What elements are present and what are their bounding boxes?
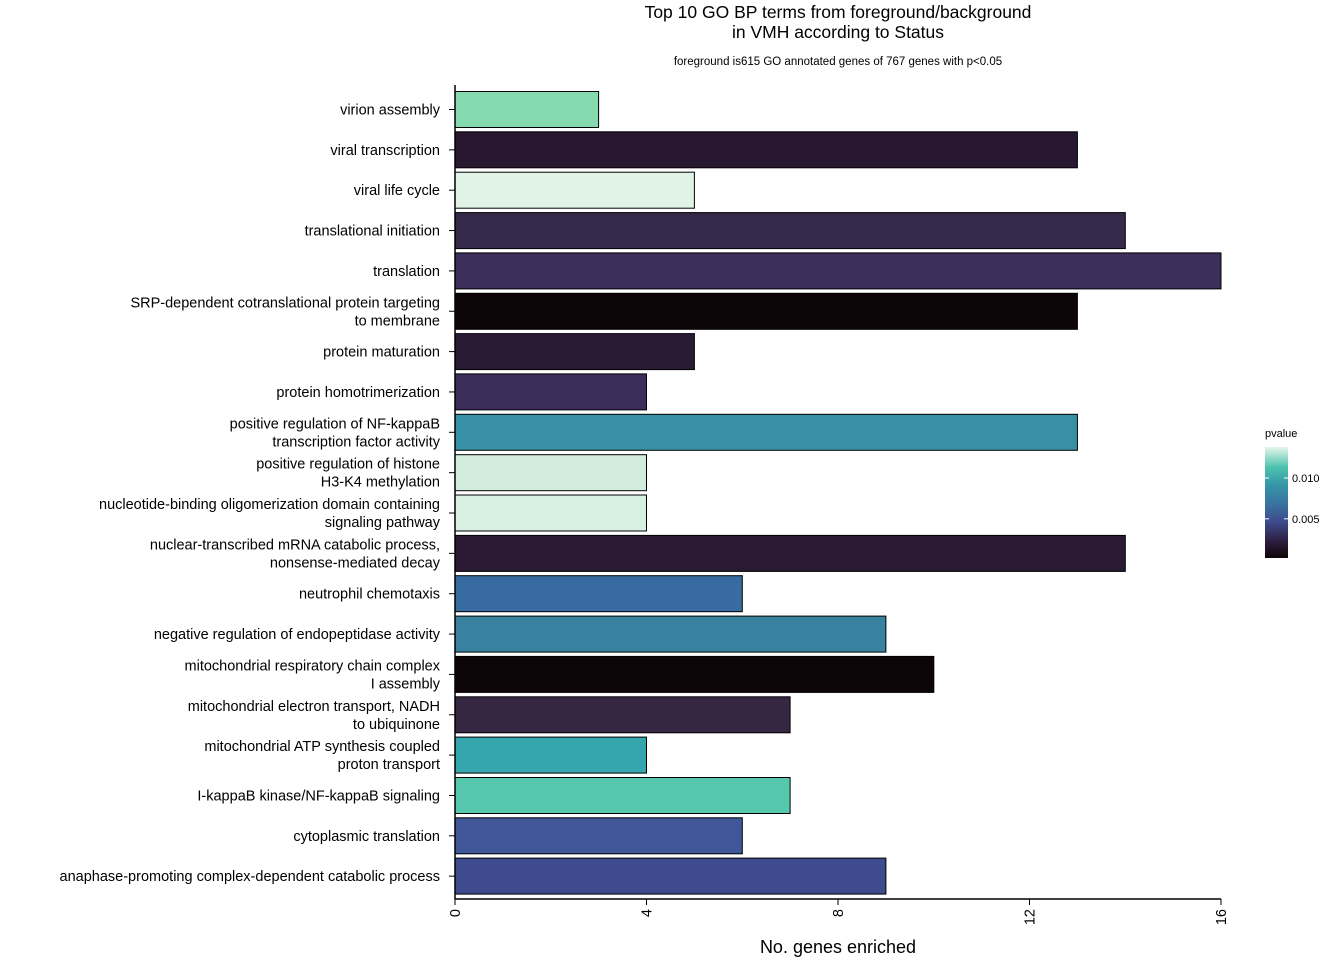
- chart-title-line-1: Top 10 GO BP terms from foreground/backg…: [644, 2, 1032, 22]
- x-tick-label: 8: [831, 909, 847, 917]
- y-tick-label: translational initiation: [305, 224, 440, 240]
- y-tick-label: viral life cycle: [354, 183, 440, 199]
- bar[interactable]: [454, 615, 887, 653]
- y-tick-label: mitochondrial electron transport, NADH to…: [188, 699, 440, 733]
- y-tick-label-line: mitochondrial respiratory chain complex: [185, 658, 441, 674]
- y-tick-label-line: transcription factor activity: [272, 434, 440, 450]
- chart-subtitle: foreground is615 GO annotated genes of 7…: [673, 56, 1003, 68]
- x-tick-label: 16: [1214, 909, 1230, 925]
- y-tick-label: mitochondrial respiratory chain complex I…: [185, 658, 441, 692]
- x-axis-title: No. genes enriched: [760, 937, 916, 957]
- x-tick-label: 4: [640, 909, 656, 917]
- y-tick-label: protein homotrimerization: [276, 385, 440, 401]
- bar[interactable]: [454, 171, 695, 209]
- bar[interactable]: [454, 857, 887, 895]
- y-tick-label-line: proton transport: [338, 757, 440, 773]
- y-tick-label: viral transcription: [330, 143, 440, 159]
- legend-tick-label: 0.010: [1292, 473, 1320, 485]
- bar[interactable]: [454, 777, 791, 814]
- y-tick-label-line: positive regulation of NF-kappaB: [230, 416, 440, 432]
- legend-tick-label: 0.005: [1292, 514, 1320, 526]
- bar[interactable]: [454, 252, 1222, 290]
- y-tick-label: mitochondrial ATP synthesis coupled proto…: [204, 739, 440, 773]
- y-tick-label: negative regulation of endopeptidase act…: [154, 627, 441, 643]
- y-tick-label-line: to ubiquinone: [353, 717, 440, 733]
- bar[interactable]: [454, 292, 1078, 330]
- legend-colorbar: [1265, 447, 1288, 558]
- y-tick-label-line: nucleotide-binding oligomerization domai…: [99, 497, 440, 513]
- x-tick-label: 0: [448, 909, 464, 917]
- legend-title: pvalue: [1265, 428, 1297, 440]
- y-tick-label: I-kappaB kinase/NF-kappaB signaling: [197, 788, 440, 804]
- bar[interactable]: [454, 736, 647, 774]
- y-tick-label-line: mitochondrial electron transport, NADH: [188, 699, 440, 715]
- y-tick-label-line: mitochondrial ATP synthesis coupled: [204, 739, 440, 755]
- y-tick-label-line: nonsense-mediated decay: [270, 555, 441, 571]
- bar[interactable]: [454, 373, 647, 411]
- bar[interactable]: [454, 413, 1078, 451]
- bar[interactable]: [454, 454, 647, 492]
- x-tick-label: 12: [1023, 909, 1039, 925]
- y-tick-label: positive regulation of histone H3-K4 meth…: [256, 457, 440, 491]
- y-tick-label: SRP-dependent cotranslational protein ta…: [130, 295, 440, 329]
- y-tick-label: anaphase-promoting complex-dependent cat…: [60, 869, 440, 885]
- y-tick-label-line: signaling pathway: [325, 515, 441, 531]
- y-tick-label-line: I assembly: [371, 676, 441, 692]
- bar[interactable]: [454, 696, 791, 734]
- y-tick-label: cytoplasmic translation: [293, 829, 440, 845]
- y-tick-label: protein maturation: [323, 345, 440, 361]
- y-tick-label: positive regulation of NF-kappaB transcri…: [230, 416, 441, 450]
- bar[interactable]: [454, 212, 1126, 250]
- y-tick-label: neutrophil chemotaxis: [299, 587, 440, 603]
- bar[interactable]: [454, 494, 647, 532]
- y-tick-label: nucleotide-binding oligomerization domai…: [99, 497, 441, 531]
- y-tick-label-line: to membrane: [355, 313, 440, 329]
- bar[interactable]: [454, 655, 935, 693]
- bar[interactable]: [454, 333, 695, 371]
- y-tick-label: translation: [373, 264, 440, 280]
- y-tick-label-line: SRP-dependent cotranslational protein ta…: [130, 295, 440, 311]
- bar[interactable]: [454, 534, 1126, 572]
- y-tick-label: nuclear-transcribed mRNA catabolic proce…: [150, 537, 441, 571]
- y-tick-label: virion assembly: [340, 103, 441, 119]
- bar[interactable]: [454, 575, 743, 613]
- y-tick-label-line: nuclear-transcribed mRNA catabolic proce…: [150, 537, 440, 553]
- bar[interactable]: [454, 131, 1078, 169]
- bar[interactable]: [454, 817, 743, 855]
- chart-title-line-2: in VMH according to Status: [731, 22, 945, 42]
- y-tick-label-line: H3-K4 methylation: [321, 475, 440, 491]
- y-tick-label-line: positive regulation of histone: [256, 457, 440, 473]
- bar[interactable]: [454, 91, 600, 128]
